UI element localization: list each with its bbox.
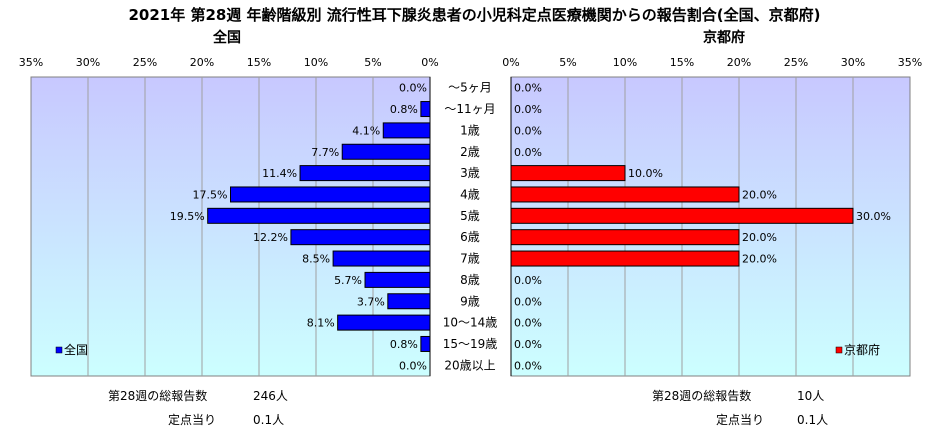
category-label: 9歳 [460, 294, 480, 308]
left-bar [387, 293, 431, 310]
right-data-label: 0.0% [514, 82, 542, 95]
left-bar [420, 335, 431, 352]
right-bar [510, 165, 626, 182]
kyoto-per-value: 0.1人 [797, 413, 829, 427]
category-label: 6歳 [460, 230, 480, 244]
left-data-label: 4.1% [352, 124, 380, 137]
left-data-label: 19.5% [170, 210, 205, 223]
right-plot-area [510, 76, 911, 377]
category-label: 15～19歳 [443, 337, 498, 351]
left-bar [364, 271, 431, 288]
left-data-label: 8.5% [302, 253, 330, 266]
kyoto-per-label: 定点当り [716, 413, 765, 427]
left-plot-area [30, 76, 431, 377]
left-data-label: 17.5% [193, 188, 228, 201]
right-data-label: 20.0% [742, 231, 777, 244]
category-label: 5歳 [460, 209, 480, 223]
left-panel-title: 全国 [212, 29, 241, 46]
national-total-label: 第28週の総報告数 [108, 389, 208, 403]
right-tick-label: 35% [898, 56, 922, 69]
left-data-label: 5.7% [334, 274, 362, 287]
left-bar [230, 186, 431, 203]
left-data-label: 0.0% [399, 82, 427, 95]
right-data-label: 0.0% [514, 317, 542, 330]
left-tick-label: 15% [247, 56, 271, 69]
left-data-label: 12.2% [253, 231, 288, 244]
category-label: 3歳 [460, 166, 480, 180]
left-data-label: 0.8% [390, 338, 418, 351]
right-bar [510, 250, 740, 267]
right-data-label: 0.0% [514, 124, 542, 137]
left-tick-label: 25% [133, 56, 157, 69]
right-legend-label: 京都府 [844, 342, 880, 357]
category-label: 10～14歳 [443, 316, 498, 330]
right-data-label: 0.0% [514, 295, 542, 308]
right-data-label: 0.0% [514, 359, 542, 372]
left-legend-swatch [55, 346, 63, 354]
left-tick-label: 5% [364, 56, 381, 69]
right-bar [510, 186, 740, 203]
kyoto-total-label: 第28週の総報告数 [652, 389, 752, 403]
national-total-value: 246人 [253, 389, 288, 403]
left-data-label: 7.7% [311, 146, 339, 159]
left-tick-label: 35% [19, 56, 43, 69]
right-data-label: 30.0% [856, 210, 891, 223]
left-tick-label: 0% [421, 56, 438, 69]
left-legend-label: 全国 [64, 342, 88, 357]
left-bar [341, 143, 431, 160]
national-per-label: 定点当り [168, 413, 217, 427]
right-data-label: 0.0% [514, 103, 542, 116]
category-label: 4歳 [460, 187, 480, 201]
left-data-label: 8.1% [307, 317, 335, 330]
right-data-label: 10.0% [628, 167, 663, 180]
category-label: 1歳 [460, 123, 480, 137]
right-panel-title: 京都府 [703, 29, 745, 46]
left-bar [290, 229, 431, 246]
left-bar [299, 165, 431, 182]
left-data-label: 0.0% [399, 359, 427, 372]
kyoto-total-value: 10人 [797, 389, 825, 403]
right-tick-label: 10% [613, 56, 637, 69]
category-label: ～5ヶ月 [448, 81, 492, 95]
left-bar [382, 122, 431, 139]
left-data-label: 0.8% [390, 103, 418, 116]
right-tick-label: 15% [670, 56, 694, 69]
left-bar [332, 250, 431, 267]
right-legend-swatch [835, 346, 843, 354]
category-label: 20歳以上 [444, 358, 495, 372]
right-data-label: 0.0% [514, 146, 542, 159]
right-data-label: 20.0% [742, 188, 777, 201]
right-tick-label: 25% [784, 56, 808, 69]
left-tick-label: 10% [304, 56, 328, 69]
category-label: ～11ヶ月 [444, 102, 495, 116]
right-tick-label: 5% [559, 56, 576, 69]
right-bar [510, 229, 740, 246]
category-label: 7歳 [460, 252, 480, 266]
right-bar [510, 207, 854, 224]
right-data-label: 0.0% [514, 338, 542, 351]
left-data-label: 11.4% [262, 167, 297, 180]
left-bar [337, 314, 431, 331]
left-bar [207, 207, 431, 224]
right-data-label: 0.0% [514, 274, 542, 287]
left-tick-label: 20% [190, 56, 214, 69]
left-bar [420, 101, 431, 118]
national-per-value: 0.1人 [253, 413, 285, 427]
chart-title: 2021年 第28週 年齢階級別 流行性耳下腺炎患者の小児科定点医療機関からの報… [128, 6, 821, 24]
left-data-label: 3.7% [357, 295, 385, 308]
category-label: 8歳 [460, 273, 480, 287]
right-tick-label: 0% [502, 56, 519, 69]
right-data-label: 20.0% [742, 253, 777, 266]
category-label: 2歳 [460, 145, 480, 159]
right-tick-label: 30% [841, 56, 865, 69]
right-tick-label: 20% [727, 56, 751, 69]
left-tick-label: 30% [76, 56, 100, 69]
